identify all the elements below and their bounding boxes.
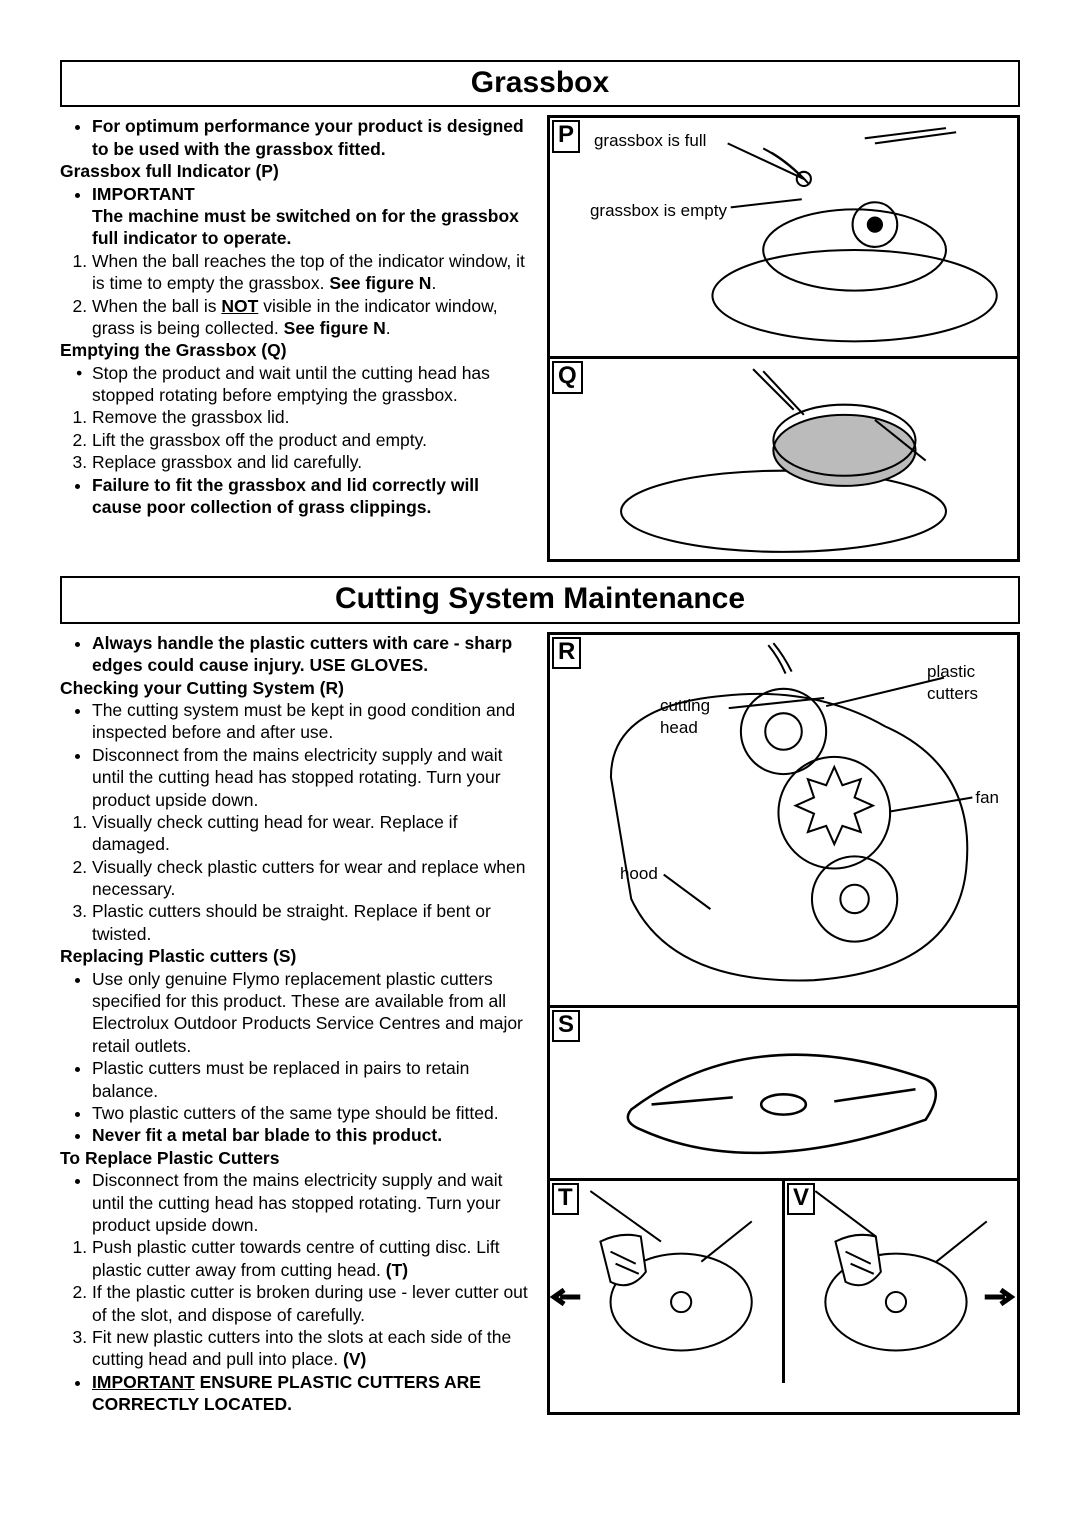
- callout-plastic-cutters: plastic cutters: [927, 661, 999, 705]
- figure-s-svg: [550, 1008, 1017, 1181]
- list-numbered: Plastic cutters should be straight. Repl…: [92, 900, 533, 945]
- list-numbered: If the plastic cutter is broken during u…: [92, 1281, 533, 1326]
- grassbox-title: Grassbox: [62, 62, 1018, 105]
- list-numbered: Push plastic cutter towards centre of cu…: [92, 1236, 533, 1281]
- callout-fan: fan: [975, 787, 999, 809]
- list-bullet: For optimum performance your product is …: [92, 115, 533, 160]
- list-numbered: Lift the grassbox off the product and em…: [92, 429, 533, 451]
- cutting-two-col: Always handle the plastic cutters with c…: [60, 632, 1020, 1416]
- list-sub: The machine must be switched on for the …: [92, 205, 533, 250]
- figure-t-svg: [550, 1181, 782, 1383]
- list-bullet: The cutting system must be kept in good …: [92, 699, 533, 744]
- list-bullet: Stop the product and wait until the cutt…: [92, 362, 533, 407]
- figure-r-label: R: [552, 637, 581, 669]
- figure-p-label: P: [552, 120, 580, 152]
- callout-grassbox-full: grassbox is full: [594, 130, 706, 152]
- cutting-title-box: Cutting System Maintenance: [60, 576, 1020, 623]
- cutting-text-col: Always handle the plastic cutters with c…: [60, 632, 533, 1416]
- figure-v-label: V: [787, 1183, 815, 1215]
- list-bullet: Plastic cutters must be replaced in pair…: [92, 1057, 533, 1102]
- list-bullet: IMPORTANT: [92, 183, 533, 205]
- list-bullet: Two plastic cutters of the same type sho…: [92, 1102, 533, 1124]
- figure-q: Q: [550, 359, 1017, 559]
- figure-v: V: [785, 1181, 1017, 1383]
- list-bullet: IMPORTANT ENSURE PLASTIC CUTTERS ARE COR…: [92, 1371, 533, 1416]
- list-bullet: Disconnect from the mains electricity su…: [92, 1169, 533, 1236]
- list-heading: Replacing Plastic cutters (S): [60, 945, 533, 967]
- callout-hood: hood: [620, 863, 658, 885]
- grassbox-text-col: For optimum performance your product is …: [60, 115, 533, 562]
- list-numbered: Fit new plastic cutters into the slots a…: [92, 1326, 533, 1371]
- list-heading: To Replace Plastic Cutters: [60, 1147, 533, 1169]
- list-heading: Grassbox full Indicator (P): [60, 160, 533, 182]
- list-numbered: When the ball is NOT visible in the indi…: [92, 295, 533, 340]
- callout-cutting-head: cutting head: [660, 695, 730, 739]
- figures-tv-row: T V: [550, 1181, 1017, 1383]
- list-bullet: Use only genuine Flymo replacement plast…: [92, 968, 533, 1058]
- figure-p: P grassbox is full grassbox is empty: [550, 118, 1017, 356]
- list-bullet: Disconnect from the mains electricity su…: [92, 744, 533, 811]
- grassbox-figure-col: P grassbox is full grassbox is empty: [547, 115, 1020, 562]
- grassbox-title-box: Grassbox: [60, 60, 1020, 107]
- figure-t: T: [550, 1181, 785, 1383]
- list-bullet: Failure to fit the grassbox and lid corr…: [92, 474, 533, 519]
- grassbox-list: For optimum performance your product is …: [60, 115, 533, 518]
- list-numbered: Replace grassbox and lid carefully.: [92, 451, 533, 473]
- list-bullet: Always handle the plastic cutters with c…: [92, 632, 533, 677]
- cutting-list: Always handle the plastic cutters with c…: [60, 632, 533, 1416]
- figure-v-svg: [785, 1181, 1017, 1383]
- figure-t-label: T: [552, 1183, 579, 1215]
- cutting-title: Cutting System Maintenance: [62, 578, 1018, 621]
- list-numbered: Visually check cutting head for wear. Re…: [92, 811, 533, 856]
- list-numbered: When the ball reaches the top of the ind…: [92, 250, 533, 295]
- list-numbered: Remove the grassbox lid.: [92, 406, 533, 428]
- figure-s: S: [550, 1008, 1017, 1178]
- grassbox-two-col: For optimum performance your product is …: [60, 115, 1020, 562]
- cutting-figure-col: R plastic cutters cutting head fan hood: [547, 632, 1020, 1416]
- list-numbered: Visually check plastic cutters for wear …: [92, 856, 533, 901]
- figure-q-svg: [550, 359, 1017, 562]
- figure-p-svg: [550, 118, 1017, 360]
- list-heading: Checking your Cutting System (R): [60, 677, 533, 699]
- list-bullet: Never fit a metal bar blade to this prod…: [92, 1124, 533, 1146]
- figure-s-label: S: [552, 1010, 580, 1042]
- figure-r: R plastic cutters cutting head fan hood: [550, 635, 1017, 1005]
- callout-grassbox-empty: grassbox is empty: [590, 200, 727, 222]
- list-heading: Emptying the Grassbox (Q): [60, 339, 533, 361]
- figure-q-label: Q: [552, 361, 583, 393]
